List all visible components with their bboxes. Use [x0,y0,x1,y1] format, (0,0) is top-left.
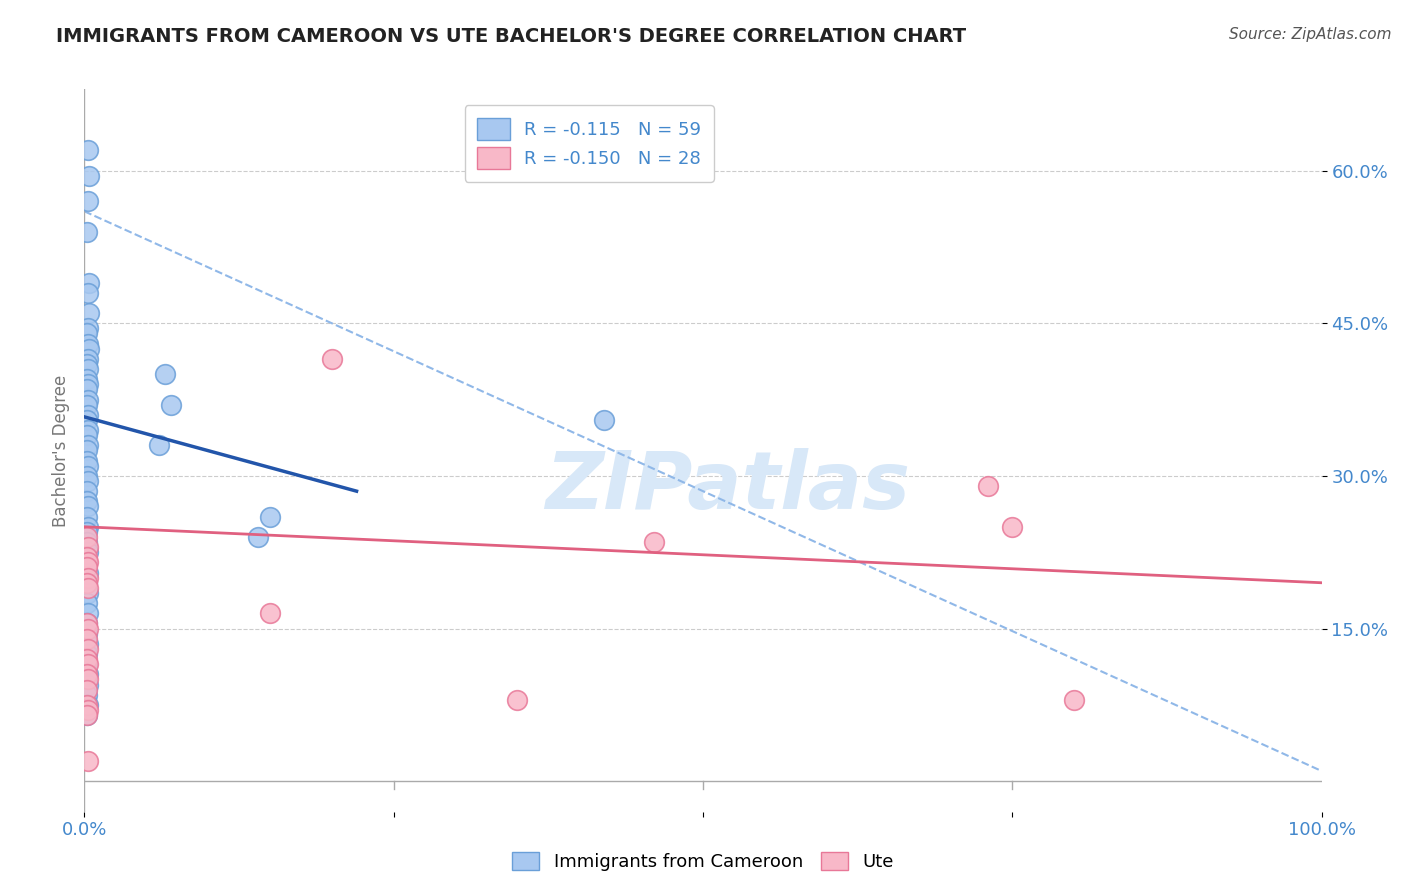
Point [76,413,98,427]
Point [506,693,529,707]
Point [76,682,98,697]
Point [76,453,98,467]
Point [77,657,100,672]
Point [76,575,98,590]
Point [76,626,98,640]
Point [77,677,100,691]
Point [77,545,100,559]
Point [77,540,100,554]
Point [593,413,616,427]
Point [76,657,98,672]
Point [76,632,98,646]
Point [76,616,98,631]
Point [77,351,100,366]
Point [77,637,100,651]
Point [77,667,100,681]
Point [77,586,100,600]
Point [77,423,100,437]
Point [76,398,98,412]
Point [321,351,343,366]
Point [77,143,100,157]
Point [76,688,98,702]
Point [77,474,100,488]
Point [77,754,100,768]
Point [76,698,98,712]
Point [77,555,100,569]
Point [77,641,100,656]
Point [76,326,98,341]
Legend: R = -0.115   N = 59, R = -0.150   N = 28: R = -0.115 N = 59, R = -0.150 N = 28 [464,105,714,182]
Point [76,550,98,565]
Point [77,622,100,636]
Point [79,276,101,290]
Text: ZIPatlas: ZIPatlas [546,448,910,525]
Point [77,607,100,621]
Point [77,362,100,376]
Point [77,336,100,351]
Point [77,392,100,407]
Point [76,555,98,569]
Point [76,225,98,239]
Point [160,398,183,412]
Y-axis label: Bachelor's Degree: Bachelor's Degree [52,375,70,526]
Point [76,372,98,386]
Point [148,438,170,452]
Point [77,566,100,580]
Point [77,438,100,452]
Point [976,479,998,493]
Point [76,357,98,371]
Point [76,443,98,458]
Point [77,194,100,208]
Text: IMMIGRANTS FROM CAMEROON VS UTE BACHELOR'S DEGREE CORRELATION CHART: IMMIGRANTS FROM CAMEROON VS UTE BACHELOR… [56,27,966,45]
Point [259,509,281,524]
Point [77,673,100,687]
Point [77,500,100,514]
Point [76,708,98,723]
Point [79,306,101,320]
Point [77,408,100,422]
Text: Source: ZipAtlas.com: Source: ZipAtlas.com [1229,27,1392,42]
Point [76,383,98,397]
Point [76,560,98,574]
Point [77,377,100,392]
Point [259,607,281,621]
Point [1001,520,1024,534]
Point [76,616,98,631]
Point [76,428,98,442]
Point [77,321,100,335]
Point [79,342,101,356]
Point [246,530,269,544]
Point [76,652,98,666]
Point [76,667,98,681]
Point [76,509,98,524]
Point [76,535,98,549]
Point [77,458,100,473]
Point [76,575,98,590]
Point [76,647,98,661]
Point [643,535,665,549]
Point [79,169,101,183]
Point [77,698,100,712]
Point [76,596,98,610]
Point [77,703,100,717]
Legend: Immigrants from Cameroon, Ute: Immigrants from Cameroon, Ute [505,845,901,879]
Point [76,484,98,499]
Point [76,469,98,483]
Point [1063,693,1085,707]
Point [76,530,98,544]
Point [153,367,176,381]
Point [76,494,98,508]
Point [77,520,100,534]
Point [77,571,100,585]
Point [77,581,100,595]
Point [77,285,100,300]
Point [76,524,98,539]
Point [76,708,98,723]
